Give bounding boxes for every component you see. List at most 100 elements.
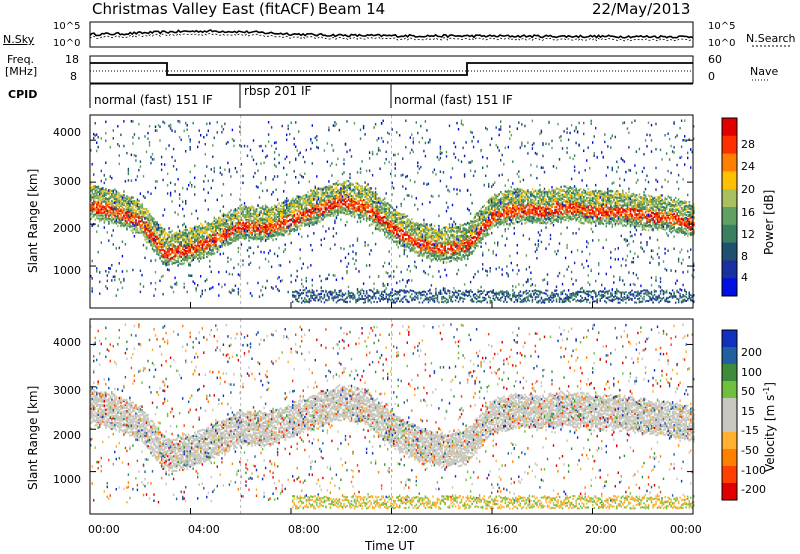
scatter-cell <box>118 262 120 265</box>
echo-cell <box>335 202 338 205</box>
echo-cell <box>245 211 247 214</box>
echo-cell <box>290 206 293 209</box>
echo-cell <box>352 211 354 215</box>
echo-cell <box>188 262 190 265</box>
scatter-cell <box>254 171 256 175</box>
scatter-cell <box>319 274 321 278</box>
scatter-cell <box>188 263 190 267</box>
echo-cell <box>174 252 176 255</box>
scatter-cell <box>295 176 297 179</box>
scatter-cell <box>97 250 99 254</box>
scatter-cell <box>346 220 348 224</box>
echo-cell <box>267 222 270 226</box>
echo-cell <box>224 225 226 228</box>
echo-cell <box>96 186 98 189</box>
scatter-cell <box>219 166 221 169</box>
near-cell <box>367 300 369 303</box>
scatter-cell <box>273 157 276 161</box>
scatter-cell <box>347 285 350 289</box>
xtick-0000: 00:00 <box>88 523 120 536</box>
echo-cell <box>191 239 193 242</box>
echo-cell <box>261 230 264 233</box>
echo-cell <box>269 235 271 238</box>
scatter-cell <box>275 147 277 150</box>
scatter-cell <box>289 203 291 206</box>
echo-cell <box>281 205 284 209</box>
echo-cell <box>129 209 131 212</box>
echo-cell <box>332 183 335 186</box>
scatter-cell <box>242 210 244 213</box>
near-cell <box>349 300 351 303</box>
echo-cell <box>234 235 237 238</box>
echo-cell <box>204 241 207 244</box>
scatter-cell <box>257 186 259 189</box>
echo-cell <box>355 181 357 184</box>
echo-cell <box>135 230 137 233</box>
scatter-cell <box>261 285 264 288</box>
near-cell <box>340 294 342 297</box>
scatter-cell <box>135 221 137 225</box>
near-cell <box>362 292 365 295</box>
echo-cell <box>245 221 247 224</box>
echo-cell <box>111 211 113 214</box>
echo-cell <box>248 236 250 239</box>
echo-cell <box>97 202 100 205</box>
echo-cell <box>225 229 228 232</box>
echo-cell <box>273 207 276 210</box>
scatter-cell <box>105 132 107 135</box>
echo-cell <box>388 237 391 240</box>
scatter-cell <box>387 141 389 144</box>
near-cell <box>382 296 384 299</box>
echo-cell <box>159 223 161 226</box>
scatter-cell <box>305 279 307 283</box>
scatter-cell <box>147 131 149 135</box>
echo-cell <box>349 184 351 187</box>
echo-cell <box>270 236 273 240</box>
scatter-cell <box>278 289 280 293</box>
echo-cell <box>298 207 300 210</box>
near-cell <box>311 294 314 297</box>
near-cell <box>376 301 378 304</box>
scatter-cell <box>310 138 312 141</box>
scatter-cell <box>295 121 297 124</box>
echo-cell <box>117 224 119 228</box>
echo-cell <box>117 204 119 207</box>
echo-cell <box>305 206 308 210</box>
scatter-cell <box>326 160 329 163</box>
near-cell <box>325 291 327 294</box>
echo-cell <box>272 220 274 223</box>
xlabel: Time UT <box>365 539 414 553</box>
echo-cell <box>390 226 392 229</box>
scatter-cell <box>136 204 139 207</box>
echo-cell <box>228 235 231 238</box>
echo-cell <box>183 262 186 265</box>
scatter-cell <box>150 242 152 245</box>
scatter-cell <box>338 289 341 293</box>
echo-cell <box>299 218 302 221</box>
echo-cell <box>136 207 139 210</box>
near-cell <box>364 297 366 300</box>
echo-cell <box>311 206 314 210</box>
echo-cell <box>145 234 148 237</box>
echo-cell <box>133 199 136 203</box>
echo-cell <box>132 231 134 234</box>
scatter-cell <box>322 225 324 228</box>
echo-cell <box>264 226 267 229</box>
echo-cell <box>222 228 225 231</box>
echo-cell <box>371 201 374 204</box>
echo-cell <box>135 214 137 217</box>
echo-cell <box>171 243 173 247</box>
scatter-cell <box>292 218 294 222</box>
echo-cell <box>387 229 389 232</box>
echo-cell <box>230 238 232 241</box>
scatter-cell <box>240 230 243 233</box>
echo-cell <box>257 237 259 240</box>
echo-cell <box>191 243 193 246</box>
echo-cell <box>100 205 103 208</box>
echo-cell <box>102 194 104 197</box>
echo-cell <box>293 222 296 225</box>
scatter-cell <box>328 273 330 277</box>
near-cell <box>311 291 314 294</box>
echo-cell <box>99 197 101 200</box>
echo-cell <box>141 212 143 215</box>
